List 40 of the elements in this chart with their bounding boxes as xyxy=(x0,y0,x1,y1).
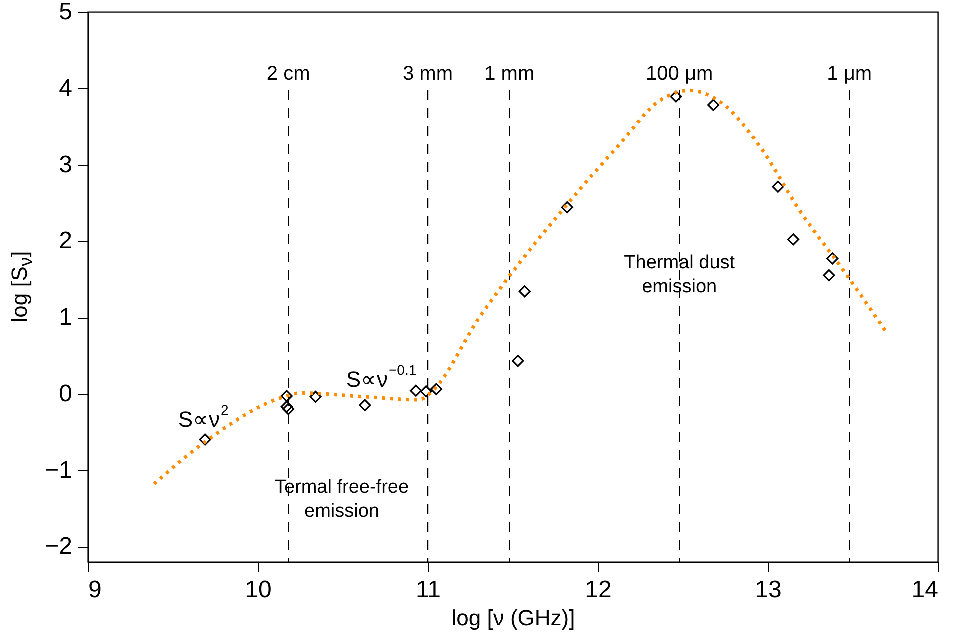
point xyxy=(420,386,432,398)
point xyxy=(512,355,524,368)
point xyxy=(826,252,839,265)
ref-line-label: 1 mm xyxy=(484,63,535,85)
ref-line-label: 3 mm xyxy=(403,63,453,85)
y-tick-label: −1 xyxy=(45,456,72,484)
x-tick-label: 13 xyxy=(755,576,782,604)
x-axis-title: log [ν (GHz)] xyxy=(452,606,576,630)
point xyxy=(280,400,293,413)
x-tick-label: 9 xyxy=(88,576,102,604)
x-tick-label: 11 xyxy=(416,576,441,604)
point xyxy=(561,202,574,214)
point xyxy=(199,434,212,446)
point xyxy=(772,180,784,193)
y-tick-label: 5 xyxy=(59,0,72,26)
ref-line-label: 1 μm xyxy=(827,63,872,85)
point xyxy=(282,403,295,416)
ref-line-label: 2 cm xyxy=(266,63,310,85)
point xyxy=(410,384,422,397)
y-tick-label: −2 xyxy=(45,533,72,560)
point xyxy=(787,234,800,246)
x-tick-label: 10 xyxy=(245,576,272,604)
point xyxy=(823,270,836,282)
y-tick-label: 1 xyxy=(59,304,72,332)
point xyxy=(708,99,720,112)
point xyxy=(670,90,682,103)
point xyxy=(280,390,293,402)
x-tick-label: 12 xyxy=(585,576,612,604)
point xyxy=(518,286,531,298)
x-tick-label: 14 xyxy=(912,576,938,604)
annotation: Termal free-free emission xyxy=(274,477,410,522)
point xyxy=(359,399,372,412)
point xyxy=(310,390,322,404)
point xyxy=(430,383,443,396)
y-tick-label: 2 xyxy=(59,228,72,255)
ref-line-label: 100 μm xyxy=(646,63,714,85)
y-tick-label: 3 xyxy=(59,151,72,178)
y-tick-label: 4 xyxy=(59,74,72,102)
annotation: Thermal dust emission xyxy=(624,252,736,298)
y-tick-label: 0 xyxy=(59,380,72,408)
